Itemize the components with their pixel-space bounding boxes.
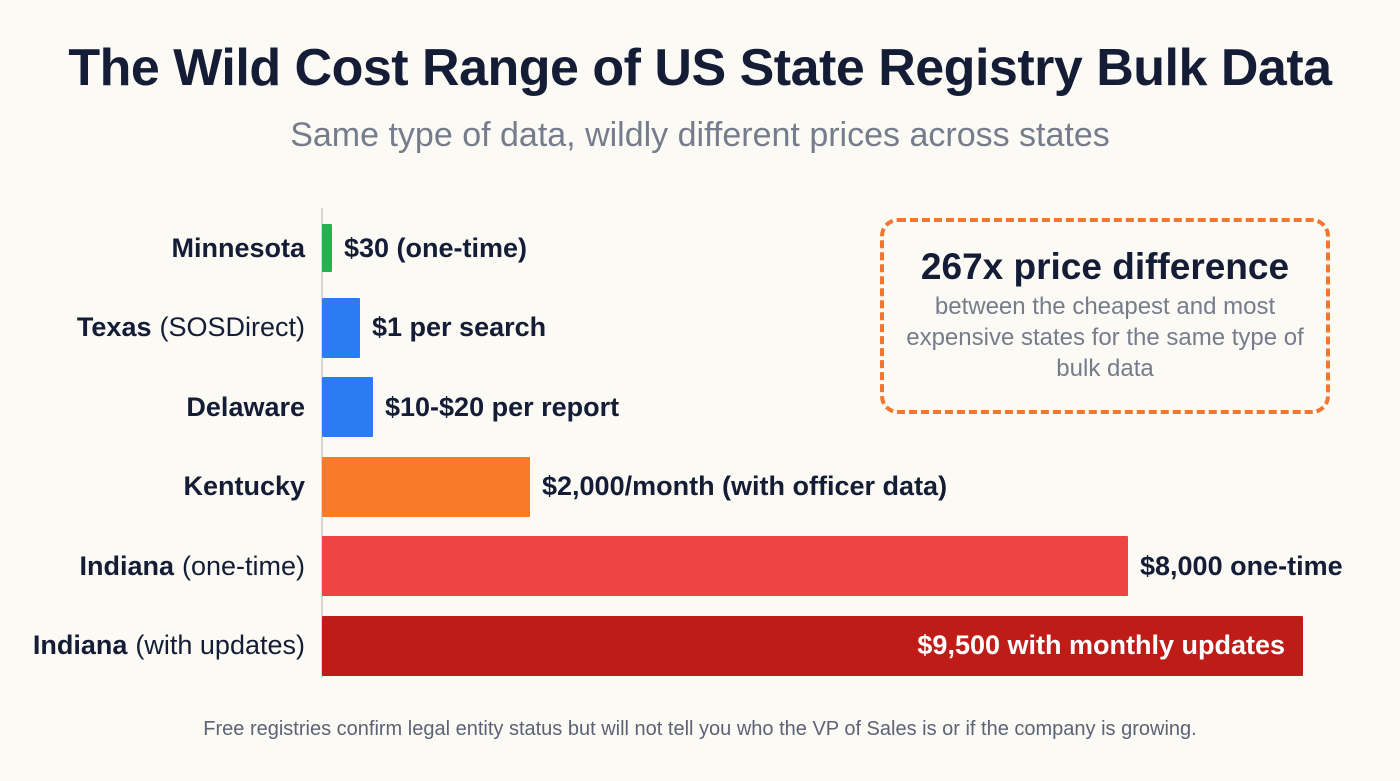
bar-category-qualifier: (SOSDirect) xyxy=(159,312,305,342)
bar-value-label: $30 (one-time) xyxy=(344,232,528,263)
bar-row: Indiana (one-time) $8,000 one-time xyxy=(0,536,1400,596)
footer-note: Free registries confirm legal entity sta… xyxy=(203,718,1197,740)
bar-category-label: Texas (SOSDirect) xyxy=(0,298,305,358)
bar-value-label: $8,000 one-time xyxy=(1140,550,1343,581)
bar-category-label: Indiana (with updates) xyxy=(0,616,305,676)
bar xyxy=(322,536,1128,596)
bar-row: Delaware $10-$20 per report xyxy=(0,377,1400,437)
bar-row: Minnesota $30 (one-time) xyxy=(0,218,1400,278)
bar-category-label: Delaware xyxy=(0,377,305,437)
bar-value-label: $1 per search xyxy=(372,312,547,342)
bar-value-label: $2,000/month (with officer data) xyxy=(542,471,948,501)
bar-chart-plot-area: Minnesota $30 (one-time) Texas (SOSDirect) $… xyxy=(0,208,1400,690)
bar-category-state: Indiana xyxy=(32,630,128,660)
bar xyxy=(322,456,530,517)
bar-value-label: $10-$20 per report xyxy=(385,391,620,422)
bar-category-qualifier: (one-time) xyxy=(181,550,305,581)
bar-row: Kentucky $2,000/month (with officer data) xyxy=(0,456,1400,517)
bar-category-label: Kentucky xyxy=(0,457,305,517)
bar-category-state: Texas xyxy=(76,312,152,342)
page-subtitle: Same type of data, wildly different pric… xyxy=(290,116,1110,154)
bar-category-state: Minnesota xyxy=(171,232,305,263)
bar-category-label: Minnesota xyxy=(0,218,305,278)
bar xyxy=(322,224,332,272)
bar xyxy=(322,297,360,358)
bar xyxy=(322,615,1303,676)
bar-value-label: $9,500 with monthly updates xyxy=(917,630,1285,660)
bar xyxy=(322,377,373,437)
bar-row: Texas (SOSDirect) $1 per search xyxy=(0,297,1400,358)
bar-category-qualifier: (with updates) xyxy=(135,630,305,660)
callout-body: between the cheapest and most expensive … xyxy=(906,293,1304,382)
bar-category-label: Indiana (one-time) xyxy=(0,536,305,596)
bar-category-state: Indiana xyxy=(79,550,174,581)
price-difference-callout: 267x price difference between the cheape… xyxy=(880,218,1330,414)
callout-headline: 267x price difference xyxy=(920,245,1290,287)
bar-category-state: Delaware xyxy=(186,391,305,422)
value-axis-line xyxy=(321,208,323,678)
bar-row: Indiana (with updates) $9,500 with monthly… xyxy=(0,615,1400,676)
chart-header: The Wild Cost Range of US State Registry… xyxy=(0,0,1400,152)
page-title: The Wild Cost Range of US State Registry… xyxy=(68,39,1332,97)
bar-category-state: Kentucky xyxy=(183,471,305,501)
